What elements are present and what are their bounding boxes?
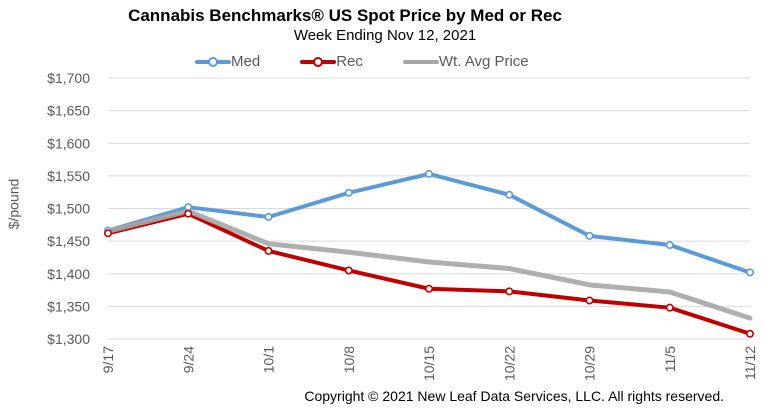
data-point-rec (104, 229, 113, 238)
legend-label-rec: Rec (336, 53, 363, 70)
data-point-med (505, 190, 514, 199)
data-point-rec (585, 296, 594, 305)
x-tick-label: 9/17 (100, 346, 116, 373)
legend-swatch-avg (402, 55, 439, 69)
data-point-rec (745, 329, 754, 338)
data-point-med (745, 268, 754, 277)
x-tick-label: 10/15 (421, 346, 437, 381)
data-point-med (665, 241, 674, 250)
x-tick-label: 10/22 (501, 346, 517, 381)
y-tick-label: $1,600 (47, 135, 90, 151)
y-tick-label: $1,300 (47, 331, 90, 347)
y-tick-label: $1,550 (47, 168, 90, 184)
legend-label-med: Med (231, 53, 261, 70)
chart-legend: Med Rec Wt. Avg Price (195, 53, 569, 70)
data-point-med (344, 188, 353, 197)
y-tick-label: $1,450 (47, 233, 90, 249)
y-tick-label: $1,350 (47, 298, 90, 314)
data-point-med (424, 169, 433, 178)
x-tick-label: 11/12 (742, 346, 758, 380)
data-point-rec (184, 209, 193, 218)
legend-item-med: Med (195, 53, 260, 70)
data-point-rec (424, 284, 433, 293)
legend-item-rec: Rec (300, 53, 363, 70)
data-point-rec (344, 266, 353, 275)
data-point-med (264, 212, 273, 221)
y-tick-label: $1,650 (47, 103, 90, 119)
data-point-med (585, 231, 594, 240)
x-tick-label: 10/1 (261, 346, 277, 373)
x-tick-label: 9/24 (180, 346, 196, 373)
legend-item-avg: Wt. Avg Price (402, 53, 529, 70)
series-line-avg (105, 208, 753, 321)
legend-label-avg: Wt. Avg Price (438, 53, 529, 70)
chart-subtitle: Week Ending Nov 12, 2021 (293, 27, 477, 44)
legend-swatch-rec (300, 55, 337, 69)
data-point-med (184, 203, 193, 212)
data-point-rec (665, 303, 674, 312)
x-tick-label: 10/8 (341, 346, 357, 373)
data-point-rec (505, 287, 514, 296)
y-tick-label: $1,400 (47, 266, 90, 282)
x-tick-label: 10/29 (582, 346, 598, 381)
legend-swatch-med (195, 55, 231, 69)
chart-title: Cannabis Benchmarks® US Spot Price by Me… (128, 6, 562, 25)
x-tick-label: 11/5 (662, 346, 678, 372)
y-tick-label: $1,700 (47, 70, 90, 86)
copyright-footer: Copyright © 2021 New Leaf Data Services,… (304, 388, 724, 404)
y-tick-label: $1,500 (47, 201, 90, 217)
data-point-rec (264, 246, 273, 255)
